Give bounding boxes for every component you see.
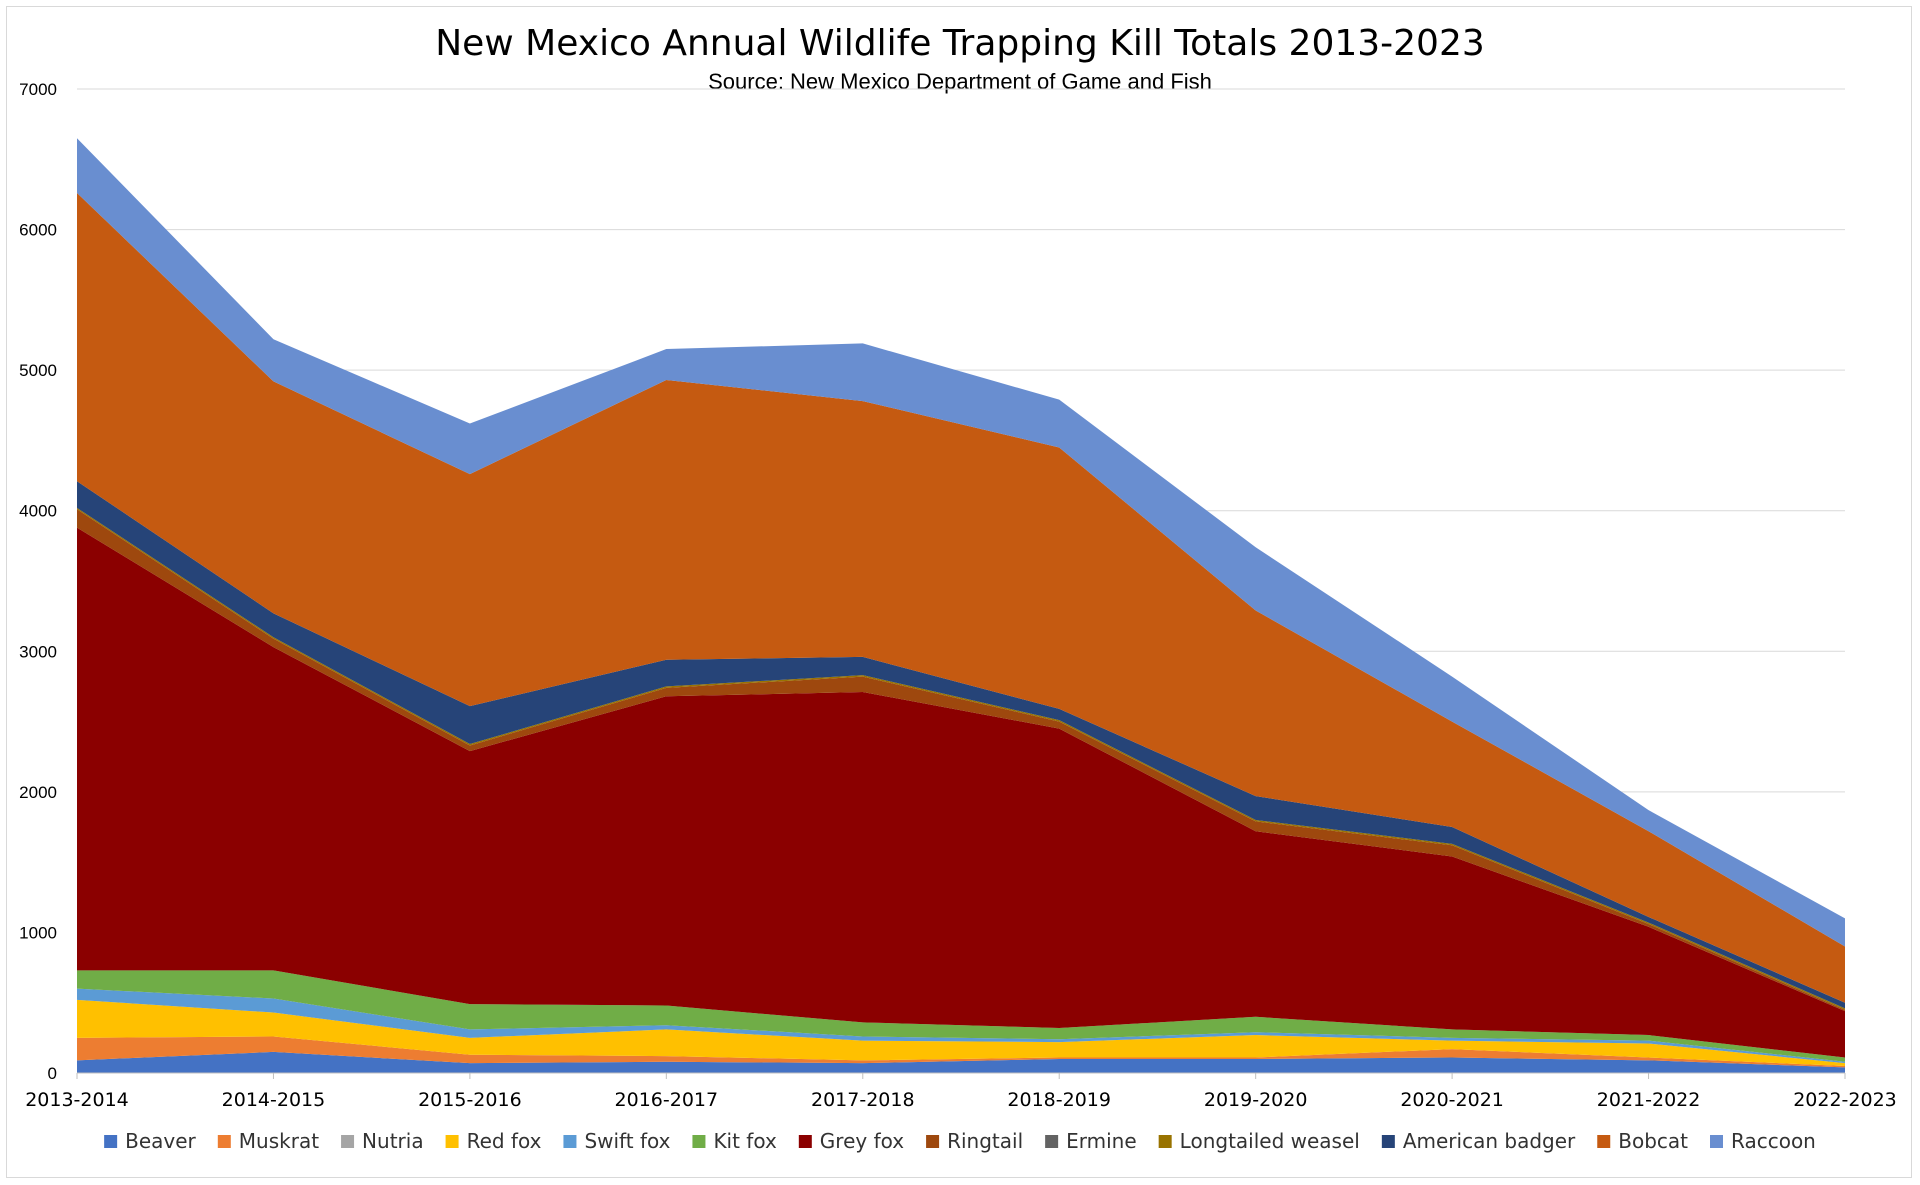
y-tick-label: 3000 bbox=[19, 642, 57, 661]
area-beaver bbox=[77, 1051, 1845, 1073]
legend-label: Raccoon bbox=[1731, 1129, 1816, 1153]
legend-label: Ermine bbox=[1066, 1129, 1137, 1153]
axes: 0 1000 2000 3000 4000 5000 6000 7000 2013-2014 20… bbox=[19, 80, 1897, 1111]
legend-swatch bbox=[1381, 1135, 1395, 1148]
legend-item: Longtailed weasel bbox=[1158, 1129, 1360, 1153]
legend-swatch bbox=[1597, 1135, 1611, 1148]
legend: Beaver Muskrat Nutria Red fox Swift fox Kit f… bbox=[104, 1129, 1816, 1153]
legend-label: Grey fox bbox=[820, 1129, 904, 1153]
x-tick-label: 2013-2014 bbox=[25, 1089, 129, 1111]
legend-label: Bobcat bbox=[1618, 1129, 1688, 1153]
x-tick-label: 2017-2018 bbox=[811, 1089, 915, 1111]
legend-item: Ermine bbox=[1045, 1129, 1137, 1153]
chart-title: New Mexico Annual Wildlife Trapping Kill… bbox=[435, 23, 1485, 64]
legend-label: American badger bbox=[1403, 1129, 1576, 1153]
y-tick-label: 5000 bbox=[19, 361, 57, 380]
y-tick-label: 6000 bbox=[19, 221, 57, 240]
legend-item: Kit fox bbox=[692, 1129, 777, 1153]
legend-swatch bbox=[445, 1135, 459, 1148]
x-tick-label: 2018-2019 bbox=[1007, 1089, 1111, 1111]
chart-frame: New Mexico Annual Wildlife Trapping Kill… bbox=[6, 6, 1912, 1178]
legend-item: Grey fox bbox=[798, 1129, 904, 1153]
x-tick-label: 2014-2015 bbox=[222, 1089, 326, 1111]
legend-item: Ringtail bbox=[926, 1129, 1023, 1153]
legend-item: Muskrat bbox=[217, 1129, 319, 1153]
legend-label: Muskrat bbox=[239, 1129, 319, 1153]
legend-item: Swift fox bbox=[563, 1129, 671, 1153]
area-muskrat bbox=[77, 1036, 1845, 1068]
legend-swatch bbox=[104, 1135, 118, 1148]
legend-label: Longtailed weasel bbox=[1180, 1129, 1360, 1153]
legend-swatch bbox=[1158, 1135, 1172, 1148]
legend-label: Beaver bbox=[125, 1129, 196, 1153]
area-swift-fox bbox=[77, 988, 1845, 1064]
x-tick-label: 2016-2017 bbox=[615, 1089, 719, 1111]
legend-swatch bbox=[798, 1135, 812, 1148]
legend-item: Red fox bbox=[445, 1129, 542, 1153]
legend-item: Nutria bbox=[341, 1129, 424, 1153]
legend-swatch bbox=[692, 1135, 706, 1148]
stacked-area-chart: New Mexico Annual Wildlife Trapping Kill… bbox=[19, 23, 1897, 1153]
legend-label: Red fox bbox=[467, 1129, 542, 1153]
legend-swatch bbox=[341, 1135, 355, 1148]
y-tick-label: 7000 bbox=[19, 80, 57, 99]
x-tick-label: 2022-2023 bbox=[1793, 1089, 1897, 1111]
series-areas bbox=[77, 138, 1845, 1073]
x-tick-label: 2021-2022 bbox=[1597, 1089, 1701, 1111]
legend-label: Kit fox bbox=[713, 1129, 777, 1153]
legend-item: Raccoon bbox=[1710, 1129, 1816, 1153]
legend-swatch bbox=[1045, 1135, 1059, 1148]
legend-label: Ringtail bbox=[947, 1129, 1023, 1153]
y-tick-label: 2000 bbox=[19, 783, 57, 802]
legend-swatch bbox=[563, 1135, 577, 1148]
area-bobcat bbox=[77, 193, 1845, 1003]
legend-swatch bbox=[926, 1135, 940, 1148]
x-tick-label: 2020-2021 bbox=[1400, 1089, 1504, 1111]
y-tick-label: 0 bbox=[48, 1064, 57, 1083]
legend-item: American badger bbox=[1381, 1129, 1576, 1153]
legend-label: Swift fox bbox=[584, 1129, 670, 1153]
chart-subtitle: Source: New Mexico Department of Game an… bbox=[708, 69, 1212, 94]
legend-item: Beaver bbox=[104, 1129, 197, 1153]
legend-swatch bbox=[1710, 1135, 1723, 1148]
area-grey-fox bbox=[77, 527, 1845, 1058]
legend-swatch bbox=[217, 1135, 231, 1148]
y-tick-label: 1000 bbox=[19, 923, 57, 942]
legend-item: Bobcat bbox=[1597, 1129, 1688, 1153]
x-tick-label: 2019-2020 bbox=[1204, 1089, 1308, 1111]
area-kit-fox bbox=[77, 970, 1845, 1062]
area-red-fox bbox=[77, 999, 1845, 1066]
x-tick-label: 2015-2016 bbox=[418, 1089, 522, 1111]
y-tick-label: 4000 bbox=[19, 502, 57, 521]
legend-label: Nutria bbox=[362, 1129, 424, 1153]
